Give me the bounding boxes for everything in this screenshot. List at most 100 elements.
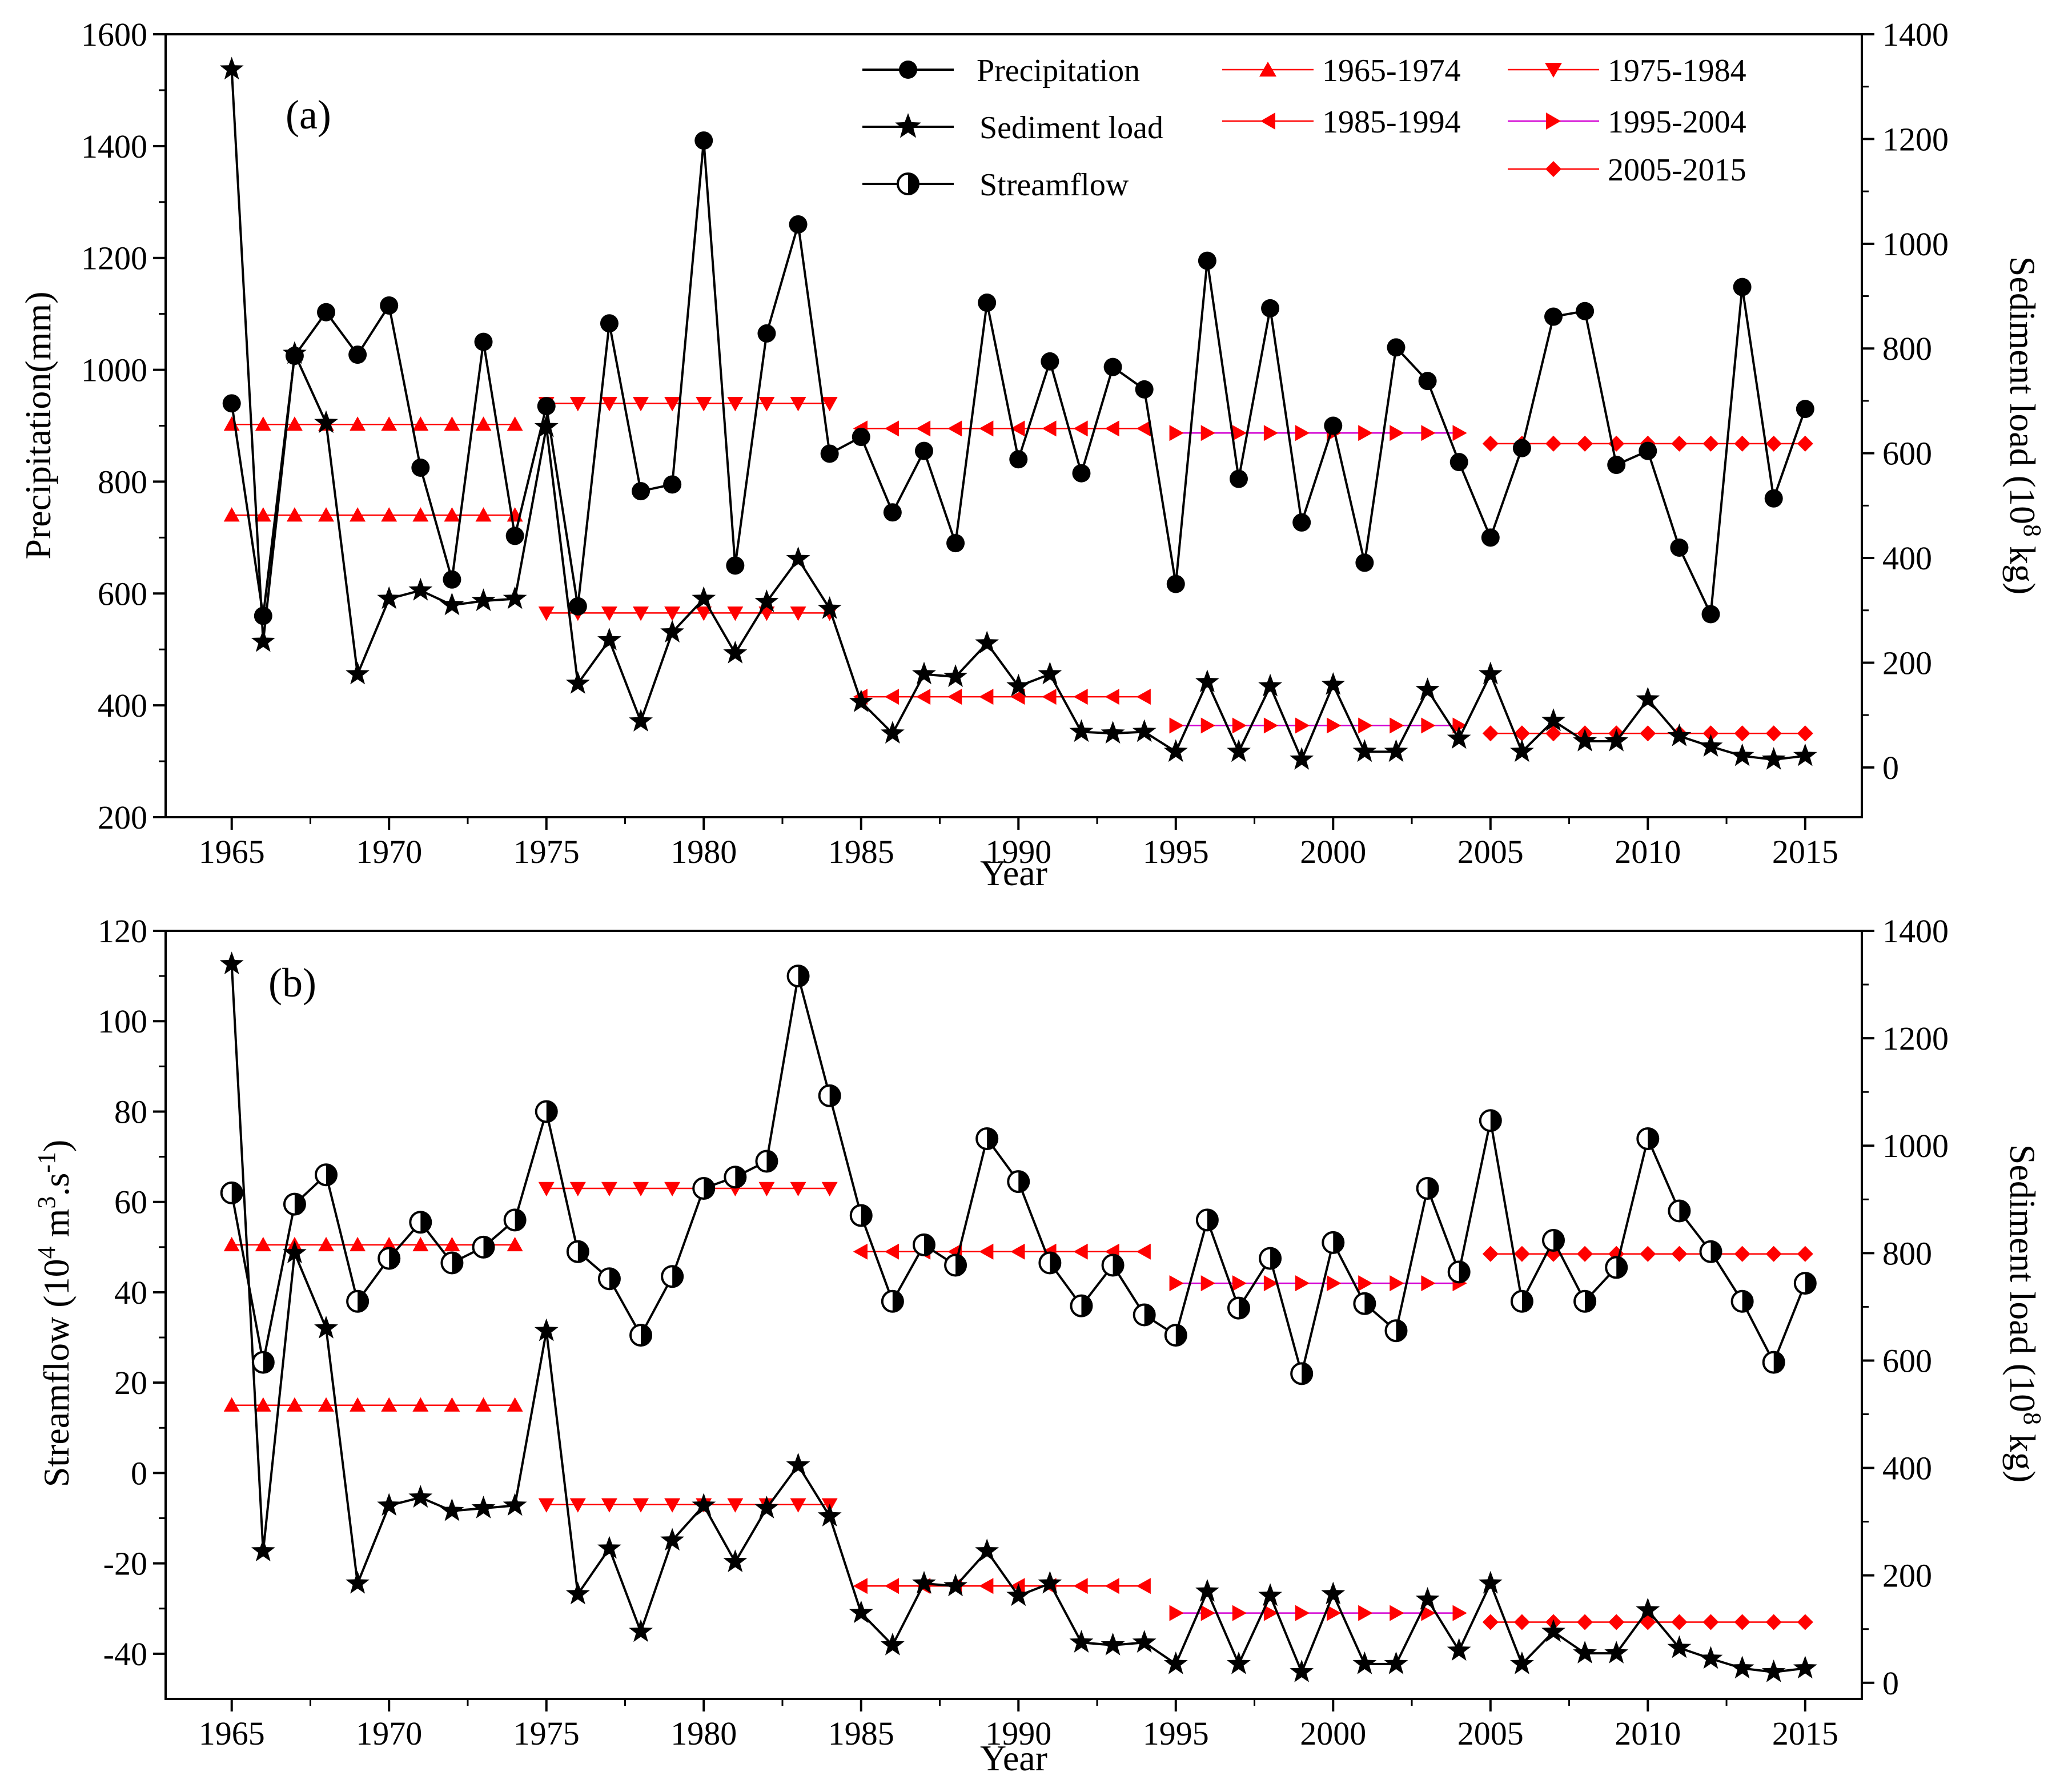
panel-b-point-streamflow-fill [1585, 1291, 1596, 1312]
panel-a-period-marker-1965-1974 [350, 507, 366, 522]
panel-a-period-marker-1965-1974 [350, 416, 366, 431]
panel-a-point-precipitation [348, 345, 367, 364]
panel-a-period-marker-1975-1984 [727, 606, 744, 621]
panel-a-left-axis-title: Precipitation(mm) [18, 291, 58, 559]
panel-a-period-marker-1995-2004 [1358, 425, 1373, 441]
panel-b-period-marker-1965-1974 [507, 1236, 523, 1252]
panel-b-point-sediment-load [1132, 1630, 1157, 1653]
panel-b-right-axis-title: Sediment load (108 kg) [2002, 1144, 2046, 1483]
legend-item-1965-1974: 1965-1974 [1222, 53, 1461, 89]
panel-a-x-tick-label: 1990 [985, 833, 1051, 870]
panel-a-period-marker-2005-2015 [1671, 435, 1688, 452]
panel-b-point-sediment-load [1038, 1570, 1062, 1594]
panel-a-point-precipitation [978, 294, 997, 312]
panel-b-period-marker-1975-1984 [538, 1182, 555, 1196]
panel-a-period-marker-1995-2004 [1232, 425, 1247, 441]
panel-a-point-sediment-load [314, 410, 338, 433]
panel-a-point-sediment-load [1636, 686, 1660, 710]
panel-b-series [219, 951, 1817, 1682]
panel-b-period-marker-1995-2004 [1232, 1275, 1247, 1292]
panel-a-point-sediment-load [1478, 661, 1503, 685]
panel-b-point-streamflow-fill [1333, 1232, 1344, 1253]
panel-b-point-sediment-load [377, 1493, 401, 1516]
panel-b-left-axis-title-sup1: 4 [33, 1246, 61, 1259]
panel-a-point-sediment-load [471, 588, 496, 612]
panel-a-point-sediment-load [1510, 739, 1534, 762]
panel-a-x-tick-label: 1995 [1143, 833, 1209, 870]
panel-a-period-marker-1965-1974 [318, 507, 335, 522]
panel-a-left-y-tick-label: 400 [98, 687, 147, 724]
panel-a-point-precipitation [317, 303, 336, 322]
panel-a-point-precipitation [1103, 357, 1122, 376]
panel-a-point-precipitation [1449, 453, 1468, 472]
panel-b-point-sediment-load [251, 1538, 275, 1562]
panel-b-point-streamflow-fill [1050, 1252, 1061, 1273]
panel-a-period-marker-2005-2015 [1545, 435, 1561, 452]
panel-a-right-axis-title-main: Sediment load (10 [2002, 256, 2043, 524]
panel-a-point-sediment-load [534, 414, 559, 437]
panel-a-point-precipitation [820, 444, 839, 463]
panel-b-point-streamflow-fill [515, 1210, 525, 1231]
panel-b-point-streamflow-fill [1396, 1320, 1407, 1341]
panel-a-period-marker-1975-1984 [569, 397, 586, 412]
panel-a-point-sediment-load [1384, 739, 1408, 762]
panel-a-period-marker-1995-2004 [1295, 717, 1310, 734]
panel-a-period-marker-1985-1994 [915, 420, 931, 437]
panel-a-point-precipitation [443, 570, 461, 589]
panel-a-period-marker-1965-1974 [255, 416, 271, 431]
panel-b-right-axis-title-main: Sediment load (10 [2002, 1144, 2043, 1412]
panel-a-period-marker-1965-1974 [223, 507, 240, 522]
panel-b-period-marker-1995-2004 [1327, 1605, 1342, 1621]
panel-a-point-sediment-load [817, 596, 842, 619]
panel-a-period-marker-1965-1974 [475, 416, 492, 431]
panel-b-period-marker-1965-1974 [412, 1397, 429, 1412]
panel-a-point-sediment-load [346, 661, 370, 685]
panel-b-point-sediment-load [1636, 1597, 1660, 1621]
panel-a-point-precipitation [946, 534, 965, 553]
panel-a-period-marker-1975-1984 [664, 397, 681, 412]
panel-a-chart: 1965 1970 1975 1980 1985 1990 1995 2000 2005 2010… [18, 16, 2046, 893]
panel-b-period-marker-2005-2015 [1577, 1245, 1593, 1262]
panel-b-period-marker-1965-1974 [350, 1236, 366, 1252]
panel-a-x-tick-label: 2015 [1772, 833, 1838, 870]
panel-a-period-marker-1985-1994 [1105, 420, 1119, 437]
panel-a-right-axis-title: Sediment load (108 kg) [2002, 256, 2046, 595]
panel-a-point-sediment-load [880, 721, 905, 744]
panel-b-point-sediment-load [880, 1632, 905, 1656]
panel-b-right-y-tick-label: 1400 [1882, 913, 1949, 950]
panel-b-period-marker-1965-1974 [255, 1397, 271, 1412]
panel-b-point-sediment-load [786, 1452, 810, 1476]
panel-b-point-streamflow-fill [1113, 1255, 1123, 1276]
panel-a-point-sediment-load [1573, 729, 1597, 752]
panel-a-left-y-tick-label: 1600 [81, 16, 147, 53]
panel-a-period-marker-2005-2015 [1545, 725, 1561, 742]
panel-a-point-sediment-load [283, 341, 307, 364]
panel-a-period-marker-1995-2004 [1295, 425, 1310, 441]
panel-a-x-tick-label: 2000 [1300, 833, 1366, 870]
panel-b-point-streamflow-fill [672, 1266, 683, 1287]
panel-b-point-sediment-load [1761, 1660, 1786, 1682]
panel-b-point-sediment-load [1510, 1651, 1534, 1674]
panel-b-right-y-tick-label: 1000 [1882, 1127, 1949, 1164]
panel-b-left-y-tick-label: 40 [114, 1274, 147, 1311]
panel-b-point-sediment-load [346, 1570, 370, 1594]
panel-b-point-sediment-load [1069, 1630, 1094, 1653]
panel-b-period-marker-1975-1984 [821, 1182, 838, 1196]
panel-a-point-precipitation [1512, 439, 1531, 457]
panel-b-point-streamflow-fill [987, 1128, 998, 1149]
panel-b-point-sediment-load [1290, 1660, 1314, 1682]
panel-b-point-sediment-load [1478, 1570, 1503, 1594]
panel-a-period-marker-1985-1994 [947, 689, 962, 705]
panel-b-period-marker-1965-1974 [318, 1397, 335, 1412]
panel-b-x-tick-label: 1995 [1143, 1715, 1209, 1752]
panel-b-point-sediment-load [849, 1600, 873, 1624]
panel-b-period-marker-1965-1974 [412, 1236, 429, 1252]
panel-b-point-streamflow-fill [892, 1291, 903, 1312]
panel-a-point-sediment-load [1447, 726, 1471, 749]
legend-label-2005-2015: 2005-2015 [1608, 152, 1746, 188]
panel-a-point-sediment-load [1730, 743, 1754, 766]
panel-a-point-precipitation [1324, 416, 1343, 435]
panel-b-period-marker-1975-1984 [601, 1182, 617, 1196]
panel-a-period-marker-2005-2015 [1734, 435, 1750, 452]
panel-a-right-y-tick-label: 1400 [1882, 16, 1949, 53]
